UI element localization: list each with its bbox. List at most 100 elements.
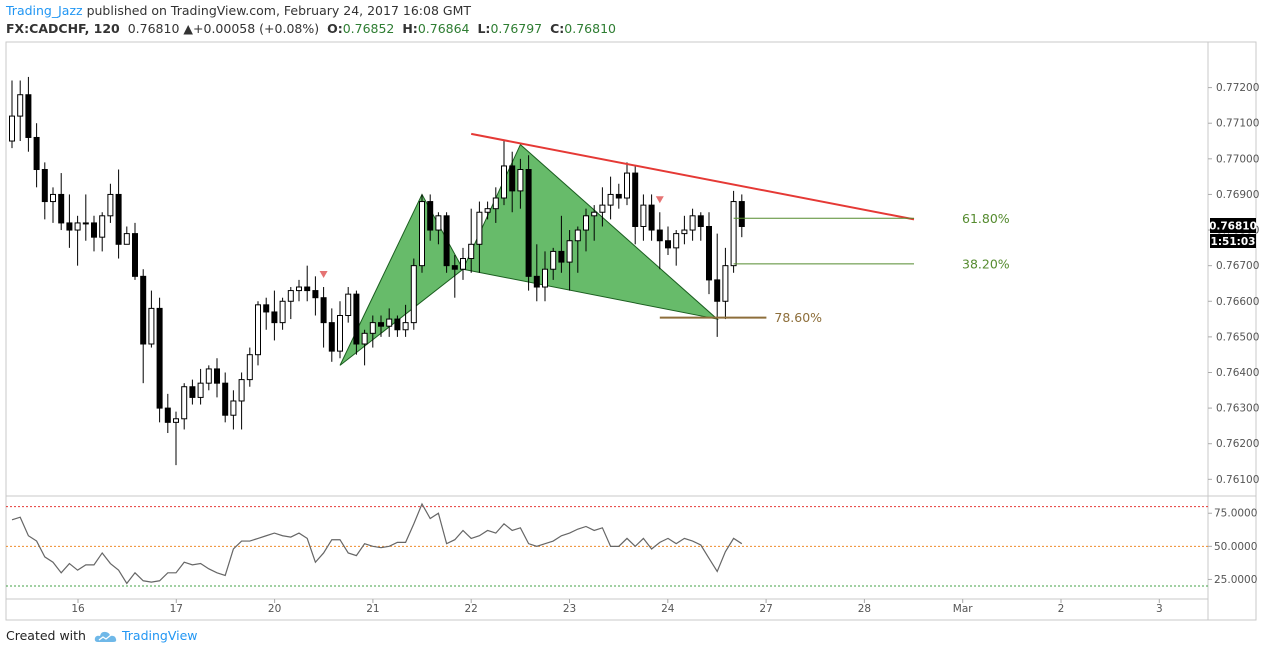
time-tick-label: 23 bbox=[563, 603, 576, 615]
candle-body bbox=[722, 265, 729, 302]
candle bbox=[542, 251, 548, 302]
candle-body bbox=[9, 115, 15, 142]
candle-body bbox=[33, 136, 40, 171]
candle-body bbox=[460, 258, 466, 270]
candle-body bbox=[197, 382, 204, 398]
candle bbox=[689, 208, 696, 241]
rsi-tick-label: 50.0000 bbox=[1214, 541, 1257, 553]
candle-body bbox=[730, 201, 737, 267]
candle bbox=[99, 212, 106, 252]
candle bbox=[33, 123, 40, 188]
candle-body bbox=[41, 169, 48, 203]
candle-body bbox=[476, 211, 483, 245]
last-price: 0.76810 bbox=[127, 21, 180, 36]
candle-body bbox=[599, 204, 606, 213]
countdown-value: 1:51:03 bbox=[1211, 236, 1256, 248]
candle bbox=[222, 372, 229, 423]
candle bbox=[386, 308, 393, 337]
candle bbox=[501, 141, 507, 206]
candle-body bbox=[287, 290, 294, 302]
candle-body bbox=[591, 211, 598, 217]
candle-body bbox=[574, 229, 581, 242]
candle-body bbox=[156, 307, 163, 409]
candle bbox=[197, 368, 204, 405]
ohlc-legend: FX:CADCHF, 120 0.76810 ▲+0.00058 (+0.08%… bbox=[6, 21, 616, 36]
fib-level-label: 78.60% bbox=[774, 310, 822, 325]
candle bbox=[378, 315, 384, 337]
candle bbox=[566, 230, 573, 291]
candle bbox=[706, 212, 712, 295]
candle bbox=[476, 201, 483, 273]
candle-body bbox=[58, 193, 65, 224]
high-value: 0.76864 bbox=[417, 21, 470, 36]
candle bbox=[738, 194, 745, 238]
candle bbox=[656, 212, 663, 270]
candle-body bbox=[99, 215, 106, 238]
time-tick-label: 2 bbox=[1058, 603, 1065, 615]
candle-body bbox=[115, 193, 122, 245]
candle-body bbox=[607, 193, 614, 206]
tradingview-brand[interactable]: TradingView bbox=[121, 628, 198, 643]
candle bbox=[82, 194, 89, 241]
candle-body bbox=[427, 201, 434, 231]
candle bbox=[681, 215, 688, 245]
candle bbox=[17, 80, 24, 142]
author-link[interactable]: Trading_Jazz bbox=[6, 3, 83, 18]
candle-body bbox=[214, 368, 220, 384]
candle bbox=[599, 187, 606, 227]
candle bbox=[312, 276, 319, 316]
candle bbox=[66, 194, 73, 248]
candle bbox=[58, 173, 65, 231]
candle-body bbox=[91, 222, 97, 238]
candle-body bbox=[173, 418, 179, 423]
rsi-line bbox=[11, 502, 743, 585]
candle-body bbox=[394, 318, 401, 331]
candle bbox=[164, 393, 171, 434]
price-tag-box bbox=[1210, 218, 1256, 233]
candle-body bbox=[501, 165, 507, 199]
candle-body bbox=[566, 240, 573, 263]
candle-body bbox=[550, 250, 557, 270]
candle-body bbox=[484, 208, 491, 213]
close-label: C: bbox=[550, 21, 565, 36]
candle bbox=[632, 165, 639, 245]
candle-body bbox=[230, 400, 237, 416]
candle-body bbox=[665, 240, 671, 249]
footer: Created with TradingView bbox=[6, 628, 198, 644]
candle-body bbox=[132, 233, 138, 277]
candle bbox=[583, 208, 589, 252]
candle bbox=[263, 297, 270, 330]
time-tick-label: 17 bbox=[170, 603, 183, 615]
candle bbox=[181, 383, 188, 430]
candle-body bbox=[263, 304, 270, 313]
candle-body bbox=[632, 172, 639, 227]
candle-body bbox=[624, 172, 630, 199]
candle-body bbox=[738, 201, 745, 227]
candle bbox=[460, 247, 466, 280]
candle-body bbox=[714, 279, 721, 302]
candle bbox=[591, 205, 598, 241]
candle-body bbox=[222, 382, 229, 416]
candle-body bbox=[271, 311, 278, 324]
candle bbox=[394, 315, 401, 337]
candle bbox=[419, 194, 425, 273]
candle bbox=[435, 212, 442, 245]
signal-arrows bbox=[319, 196, 664, 279]
time-tick-label: 3 bbox=[1156, 603, 1163, 615]
candle-body bbox=[386, 318, 393, 327]
resistance-trendline[interactable] bbox=[471, 132, 915, 221]
candle-body bbox=[25, 94, 32, 138]
rsi-axis: 75.0000 50.0000 25.0000 bbox=[1208, 508, 1257, 586]
time-tick-label: 28 bbox=[858, 603, 871, 615]
candle bbox=[320, 287, 327, 348]
candle bbox=[123, 226, 130, 245]
price-tick-label: 0.76600 bbox=[1216, 296, 1259, 308]
candle-body bbox=[255, 304, 261, 356]
candle bbox=[74, 215, 81, 266]
time-tick-label: Mar bbox=[953, 603, 973, 615]
candle-body bbox=[148, 307, 155, 345]
candle-body bbox=[640, 204, 647, 227]
price-tick-label: 0.76400 bbox=[1216, 367, 1259, 379]
candle-body bbox=[312, 290, 319, 299]
